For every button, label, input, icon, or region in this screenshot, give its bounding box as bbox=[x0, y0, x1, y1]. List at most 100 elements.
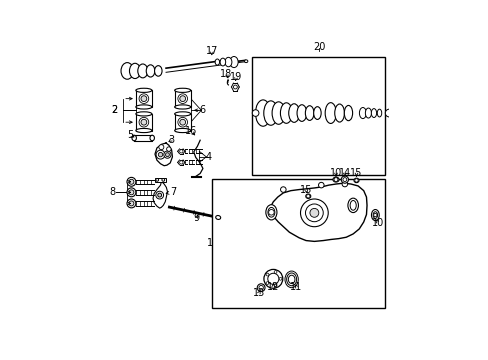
Text: 8: 8 bbox=[109, 187, 116, 197]
Ellipse shape bbox=[136, 88, 152, 93]
Ellipse shape bbox=[365, 108, 371, 118]
Circle shape bbox=[165, 153, 169, 157]
Circle shape bbox=[306, 194, 309, 198]
Ellipse shape bbox=[377, 109, 381, 117]
Text: 2: 2 bbox=[111, 105, 117, 115]
Ellipse shape bbox=[136, 112, 152, 116]
Circle shape bbox=[252, 110, 259, 116]
Circle shape bbox=[373, 213, 376, 217]
Ellipse shape bbox=[136, 129, 152, 132]
Circle shape bbox=[274, 284, 276, 287]
Ellipse shape bbox=[372, 212, 377, 219]
Ellipse shape bbox=[136, 105, 152, 109]
Circle shape bbox=[268, 210, 274, 215]
Ellipse shape bbox=[132, 135, 136, 141]
Bar bbox=[134, 135, 152, 141]
Circle shape bbox=[166, 147, 171, 151]
Circle shape bbox=[333, 177, 337, 181]
Bar bbox=[174, 90, 190, 107]
Ellipse shape bbox=[285, 271, 298, 288]
Ellipse shape bbox=[129, 63, 140, 78]
Circle shape bbox=[180, 119, 185, 125]
Circle shape bbox=[267, 273, 278, 284]
Circle shape bbox=[259, 285, 263, 290]
Polygon shape bbox=[153, 182, 167, 208]
Ellipse shape bbox=[174, 105, 190, 109]
Text: 14: 14 bbox=[338, 168, 350, 178]
Text: 7: 7 bbox=[166, 187, 176, 197]
Circle shape bbox=[141, 119, 146, 125]
Ellipse shape bbox=[288, 275, 294, 284]
Circle shape bbox=[156, 150, 164, 159]
Ellipse shape bbox=[344, 105, 352, 121]
Ellipse shape bbox=[271, 102, 285, 124]
Text: 1: 1 bbox=[206, 238, 212, 248]
Ellipse shape bbox=[263, 101, 277, 125]
Circle shape bbox=[156, 179, 158, 181]
Circle shape bbox=[279, 278, 282, 280]
Circle shape bbox=[300, 199, 327, 227]
Circle shape bbox=[158, 193, 162, 197]
Circle shape bbox=[179, 150, 183, 153]
Circle shape bbox=[397, 111, 402, 115]
Text: 6: 6 bbox=[200, 105, 205, 115]
Text: 16: 16 bbox=[184, 126, 197, 136]
Ellipse shape bbox=[334, 104, 344, 122]
Circle shape bbox=[385, 109, 392, 117]
Circle shape bbox=[257, 284, 264, 292]
Circle shape bbox=[179, 161, 183, 164]
Circle shape bbox=[129, 190, 134, 195]
Text: 10: 10 bbox=[329, 168, 342, 178]
Ellipse shape bbox=[224, 57, 231, 67]
Text: 3: 3 bbox=[168, 135, 174, 145]
Ellipse shape bbox=[305, 106, 313, 120]
Ellipse shape bbox=[286, 273, 296, 286]
Text: 19: 19 bbox=[229, 72, 242, 82]
Polygon shape bbox=[155, 143, 172, 166]
Circle shape bbox=[178, 117, 187, 127]
Circle shape bbox=[158, 152, 163, 157]
Text: 15: 15 bbox=[299, 185, 312, 194]
Bar bbox=[136, 114, 152, 131]
Bar bbox=[174, 114, 190, 131]
Circle shape bbox=[141, 96, 146, 102]
Text: 20: 20 bbox=[312, 41, 325, 51]
Circle shape bbox=[156, 191, 163, 199]
Bar bbox=[136, 90, 152, 107]
Ellipse shape bbox=[313, 107, 321, 120]
Text: 5: 5 bbox=[127, 130, 134, 140]
Ellipse shape bbox=[325, 103, 336, 123]
Circle shape bbox=[180, 96, 185, 102]
Ellipse shape bbox=[305, 194, 310, 198]
Circle shape bbox=[280, 187, 285, 192]
Circle shape bbox=[391, 110, 397, 116]
Bar bbox=[211, 179, 384, 308]
Circle shape bbox=[305, 204, 323, 222]
Ellipse shape bbox=[280, 103, 292, 123]
Ellipse shape bbox=[267, 207, 274, 217]
Circle shape bbox=[264, 269, 282, 288]
Ellipse shape bbox=[244, 60, 247, 63]
Ellipse shape bbox=[215, 59, 219, 65]
Circle shape bbox=[274, 271, 276, 273]
Ellipse shape bbox=[353, 178, 358, 183]
Text: 17: 17 bbox=[205, 46, 218, 56]
Ellipse shape bbox=[121, 63, 133, 79]
Circle shape bbox=[129, 179, 134, 184]
Ellipse shape bbox=[332, 177, 338, 182]
Circle shape bbox=[265, 282, 268, 284]
Ellipse shape bbox=[349, 201, 355, 210]
Circle shape bbox=[309, 208, 318, 217]
Text: 18: 18 bbox=[220, 69, 232, 79]
Ellipse shape bbox=[215, 216, 220, 220]
Ellipse shape bbox=[370, 109, 376, 117]
Circle shape bbox=[233, 85, 237, 89]
Text: 12: 12 bbox=[266, 282, 279, 292]
Ellipse shape bbox=[229, 57, 238, 68]
Text: 11: 11 bbox=[290, 282, 302, 292]
Ellipse shape bbox=[174, 88, 190, 93]
Circle shape bbox=[354, 179, 357, 182]
Ellipse shape bbox=[371, 210, 379, 221]
Circle shape bbox=[127, 188, 136, 197]
Ellipse shape bbox=[288, 104, 299, 122]
